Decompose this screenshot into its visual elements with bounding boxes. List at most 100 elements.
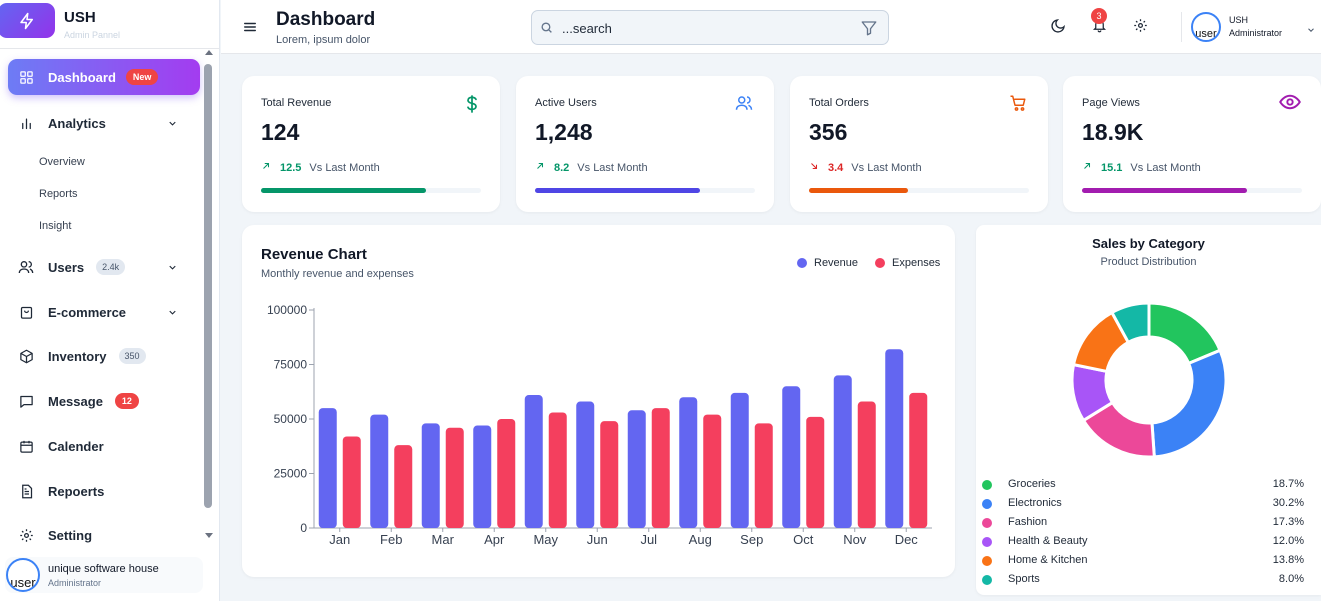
x-tick-label: Jan [329,532,350,547]
sidebar-scrollbar[interactable] [204,64,212,508]
stat-trend: 12.5 Vs Last Month [261,161,380,174]
bar-revenue [524,395,543,528]
category-percent: 8.0% [1278,573,1304,585]
sidebar-user-card[interactable]: user unique software house Administrator [5,557,203,593]
message-icon [18,393,34,409]
sidebar-item-label: Dashboard [48,69,116,85]
x-tick-label: Dec [895,532,919,547]
bar-expenses [651,408,670,528]
category-row: Groceries 18.7% [982,477,1304,493]
dark-mode-moon-icon[interactable] [1050,18,1066,39]
header-divider [1181,12,1182,42]
stat-value: 18.9K [1082,119,1144,145]
y-tick-label: 25000 [274,467,308,481]
stat-label: Active Users [535,97,597,109]
sidebar-item-calender[interactable]: Calender [8,428,200,464]
search-icon [540,21,553,39]
stat-vs: Vs Last Month [1130,161,1201,174]
top-header: Dashboard Lorem, ipsum dolor 3 user USH … [221,0,1321,54]
category-percent: 17.3% [1272,516,1304,528]
stat-progress [1082,188,1302,193]
legend-label: Expenses [892,257,941,269]
category-name: Health & Beauty [1008,535,1088,547]
stat-label: Page Views [1082,97,1140,109]
x-tick-label: Mar [432,532,455,547]
sidebar-item-label: Repoerts [48,483,105,499]
sidebar-item-label: Users [48,259,85,275]
bar-expenses [754,423,773,528]
sidebar-item-ecommerce[interactable]: E-commerce [8,294,200,330]
donut-slice-electronics[interactable] [1150,348,1228,459]
sidebar: USH Admin Pannel Dashboard New Analytics… [0,0,220,601]
x-tick-label: Jul [640,532,657,547]
y-tick-label: 75000 [274,358,308,372]
chart-title: Revenue Chart [261,246,367,263]
header-user-role: Administrator [1229,28,1283,38]
bar-expenses [548,412,567,528]
category-swatch [982,537,992,547]
sidebar-item-analytics[interactable]: Analytics [8,105,200,141]
x-tick-label: Oct [793,532,814,547]
legend-item-revenue[interactable]: Revenue [797,257,858,269]
sidebar-item-label: Inventory [48,348,107,364]
stat-trend: 15.1 Vs Last Month [1082,161,1201,174]
avatar: user [6,558,40,592]
page-subtitle: Lorem, ipsum dolor [276,34,371,46]
donut-slice-sports[interactable] [1109,301,1151,345]
category-row: Fashion 17.3% [982,515,1304,531]
eye-icon [1279,94,1301,115]
bar-expenses [600,421,619,528]
settings-gear-icon[interactable] [1133,18,1148,38]
bar-revenue [421,423,440,528]
search-input[interactable] [562,18,842,38]
scroll-down-arrow[interactable] [205,533,213,538]
message-count-badge: 12 [114,393,139,409]
filter-icon[interactable] [860,19,878,42]
bar-expenses [703,414,722,528]
chevron-down-icon[interactable] [1306,22,1316,40]
stat-progress-fill [809,188,908,193]
new-badge: New [125,69,159,85]
category-row: Sports 8.0% [982,572,1304,588]
users-icon [18,259,34,275]
users-count-badge: 2.4k [96,259,126,275]
bar-revenue [473,425,492,528]
stat-card-total-revenue: Total Revenue 124 12.5 Vs Last Month [242,76,500,212]
stat-vs: Vs Last Month [577,161,648,174]
trend-up-icon [261,161,273,174]
chevron-down-icon [167,117,178,132]
sidebar-item-reports[interactable]: Repoerts [8,473,200,509]
category-swatch [982,518,992,528]
header-user-name: USH [1229,15,1249,25]
legend-swatch [797,258,807,268]
stat-value: 124 [261,119,300,145]
sidebar-item-setting[interactable]: Setting [8,517,200,553]
trend-up-icon [535,161,547,174]
sidebar-item-message[interactable]: Message 12 [8,383,200,419]
category-swatch [982,556,992,566]
sidebar-subitem-overview[interactable]: Overview [39,156,85,168]
bar-expenses [497,419,516,528]
stat-card-active-users: Active Users 1,248 8.2 Vs Last Month [516,76,774,212]
lightning-logo-icon[interactable] [0,3,55,38]
avatar-alt-text: user [1195,28,1217,40]
category-row: Health & Beauty 12.0% [982,534,1304,550]
stat-trend: 8.2 Vs Last Month [535,161,648,174]
grid-icon [18,69,34,85]
legend-item-expenses[interactable]: Expenses [875,257,940,269]
avatar[interactable]: user [1191,12,1221,42]
bar-revenue [627,410,646,528]
legend-swatch [875,258,885,268]
category-name: Sports [1008,573,1040,585]
scroll-up-arrow[interactable] [205,50,213,55]
sidebar-item-users[interactable]: Users 2.4k [8,249,200,285]
sidebar-item-dashboard[interactable]: Dashboard New [8,59,200,95]
stat-vs: Vs Last Month [309,161,380,174]
x-tick-label: Aug [689,532,712,547]
sidebar-subitem-reports[interactable]: Reports [39,188,78,200]
sidebar-subitem-insight[interactable]: Insight [39,220,72,232]
sidebar-item-inventory[interactable]: Inventory 350 [8,338,200,374]
brand-title: USH [64,9,96,26]
hamburger-menu-icon[interactable] [243,20,257,39]
category-percent: 18.7% [1272,478,1304,490]
